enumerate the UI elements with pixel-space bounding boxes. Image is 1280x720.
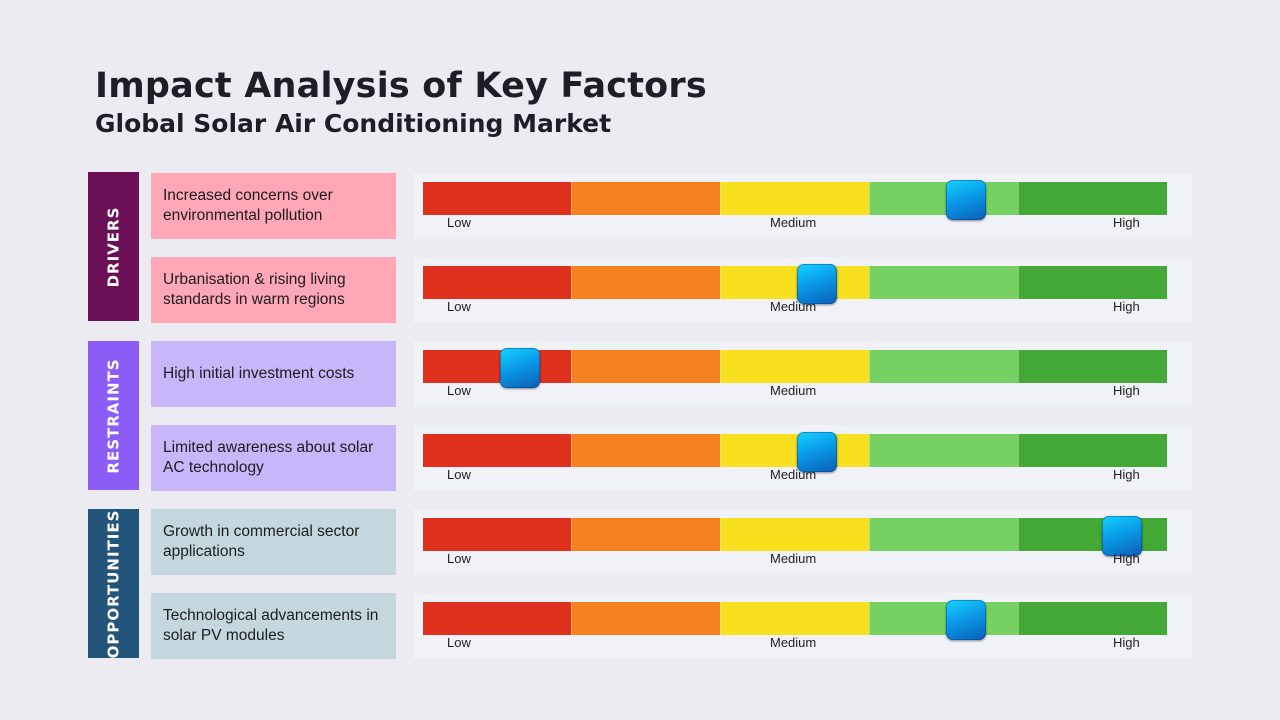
scale-segment-1 (423, 434, 571, 467)
scale-label-low: Low (447, 215, 471, 230)
impact-scale-panel: Low Medium High (414, 425, 1192, 491)
scale-label-low: Low (447, 551, 471, 566)
scale-segment-2 (571, 434, 720, 467)
scale-label-medium: Medium (770, 215, 817, 230)
impact-scale (423, 432, 1167, 472)
scale-label-high: High (1113, 635, 1140, 650)
scale-segment-1 (423, 266, 571, 299)
scale-label-high: High (1113, 551, 1140, 566)
scale-label-medium: Medium (770, 467, 817, 482)
scale-segment-1 (423, 518, 571, 551)
factor-box: Limited awareness about solar AC technol… (151, 425, 396, 491)
scale-segment-3 (720, 602, 869, 635)
scale-label-high: High (1113, 467, 1140, 482)
impact-marker (946, 600, 987, 640)
scale-label-high: High (1113, 215, 1140, 230)
scale-label-high: High (1113, 383, 1140, 398)
scale-segment-5 (1018, 434, 1167, 467)
factor-text: Technological advancements in solar PV m… (163, 607, 379, 644)
factor-text: Growth in commercial sector applications (163, 523, 360, 560)
page-title: Impact Analysis of Key Factors (95, 66, 707, 106)
impact-scale (423, 600, 1167, 640)
scale-label-high: High (1113, 299, 1140, 314)
scale-label-low: Low (447, 299, 471, 314)
scale-segment-4 (869, 266, 1018, 299)
page-subtitle: Global Solar Air Conditioning Market (95, 109, 612, 138)
impact-scale-panel: Low Medium High (414, 593, 1192, 659)
factor-text: Limited awareness about solar AC technol… (163, 439, 374, 476)
scale-segment-5 (1018, 518, 1167, 551)
scale-segment-1 (423, 350, 571, 383)
scale-label-low: Low (447, 635, 471, 650)
scale-segment-4 (869, 182, 1018, 215)
scale-segment-2 (571, 518, 720, 551)
scale-segment-3 (720, 434, 869, 467)
scale-segment-3 (720, 518, 869, 551)
factor-text: Increased concerns over environmental po… (163, 187, 333, 224)
scale-segment-3 (720, 350, 869, 383)
category-label: RESTRAINTS (104, 357, 123, 474)
impact-marker (946, 180, 987, 220)
scale-label-medium: Medium (770, 635, 817, 650)
scale-segment-4 (869, 350, 1018, 383)
factor-text: Urbanisation & rising living standards i… (163, 271, 346, 308)
scale-segment-2 (571, 182, 720, 215)
scale-segment-1 (423, 602, 571, 635)
impact-marker (499, 348, 540, 388)
scale-segment-5 (1018, 182, 1167, 215)
scale-segment-2 (571, 266, 720, 299)
impact-marker (797, 264, 838, 304)
scale-segment-4 (869, 518, 1018, 551)
impact-scale (423, 348, 1167, 388)
category-label: DRIVERS (104, 206, 123, 287)
factor-text: High initial investment costs (163, 365, 355, 382)
category-drivers: DRIVERS (88, 172, 139, 321)
scale-segment-2 (571, 350, 720, 383)
scale-segment-4 (869, 434, 1018, 467)
impact-scale-panel: Low Medium High (414, 173, 1192, 239)
impact-scale-panel: Low Medium High (414, 509, 1192, 575)
scale-label-medium: Medium (770, 299, 817, 314)
category-label: OPPORTUNITIES (104, 509, 123, 658)
scale-segment-2 (571, 602, 720, 635)
impact-scale-panel: Low Medium High (414, 341, 1192, 407)
impact-scale-panel: Low Medium High (414, 257, 1192, 323)
factor-box: Technological advancements in solar PV m… (151, 593, 396, 659)
scale-label-low: Low (447, 467, 471, 482)
category-opportunities: OPPORTUNITIES (88, 509, 139, 658)
scale-segment-1 (423, 182, 571, 215)
scale-label-medium: Medium (770, 383, 817, 398)
impact-scale (423, 180, 1167, 220)
category-restraints: RESTRAINTS (88, 341, 139, 490)
scale-segment-5 (1018, 350, 1167, 383)
impact-marker (1102, 516, 1143, 556)
factor-box: Increased concerns over environmental po… (151, 173, 396, 239)
impact-marker (797, 432, 838, 472)
factor-box: Urbanisation & rising living standards i… (151, 257, 396, 323)
scale-segment-5 (1018, 266, 1167, 299)
scale-label-low: Low (447, 383, 471, 398)
factor-box: High initial investment costs (151, 341, 396, 407)
scale-label-medium: Medium (770, 551, 817, 566)
factor-box: Growth in commercial sector applications (151, 509, 396, 575)
scale-segment-3 (720, 182, 869, 215)
scale-segment-5 (1018, 602, 1167, 635)
impact-scale (423, 264, 1167, 304)
scale-segment-4 (869, 602, 1018, 635)
impact-scale (423, 516, 1167, 556)
scale-segment-3 (720, 266, 869, 299)
